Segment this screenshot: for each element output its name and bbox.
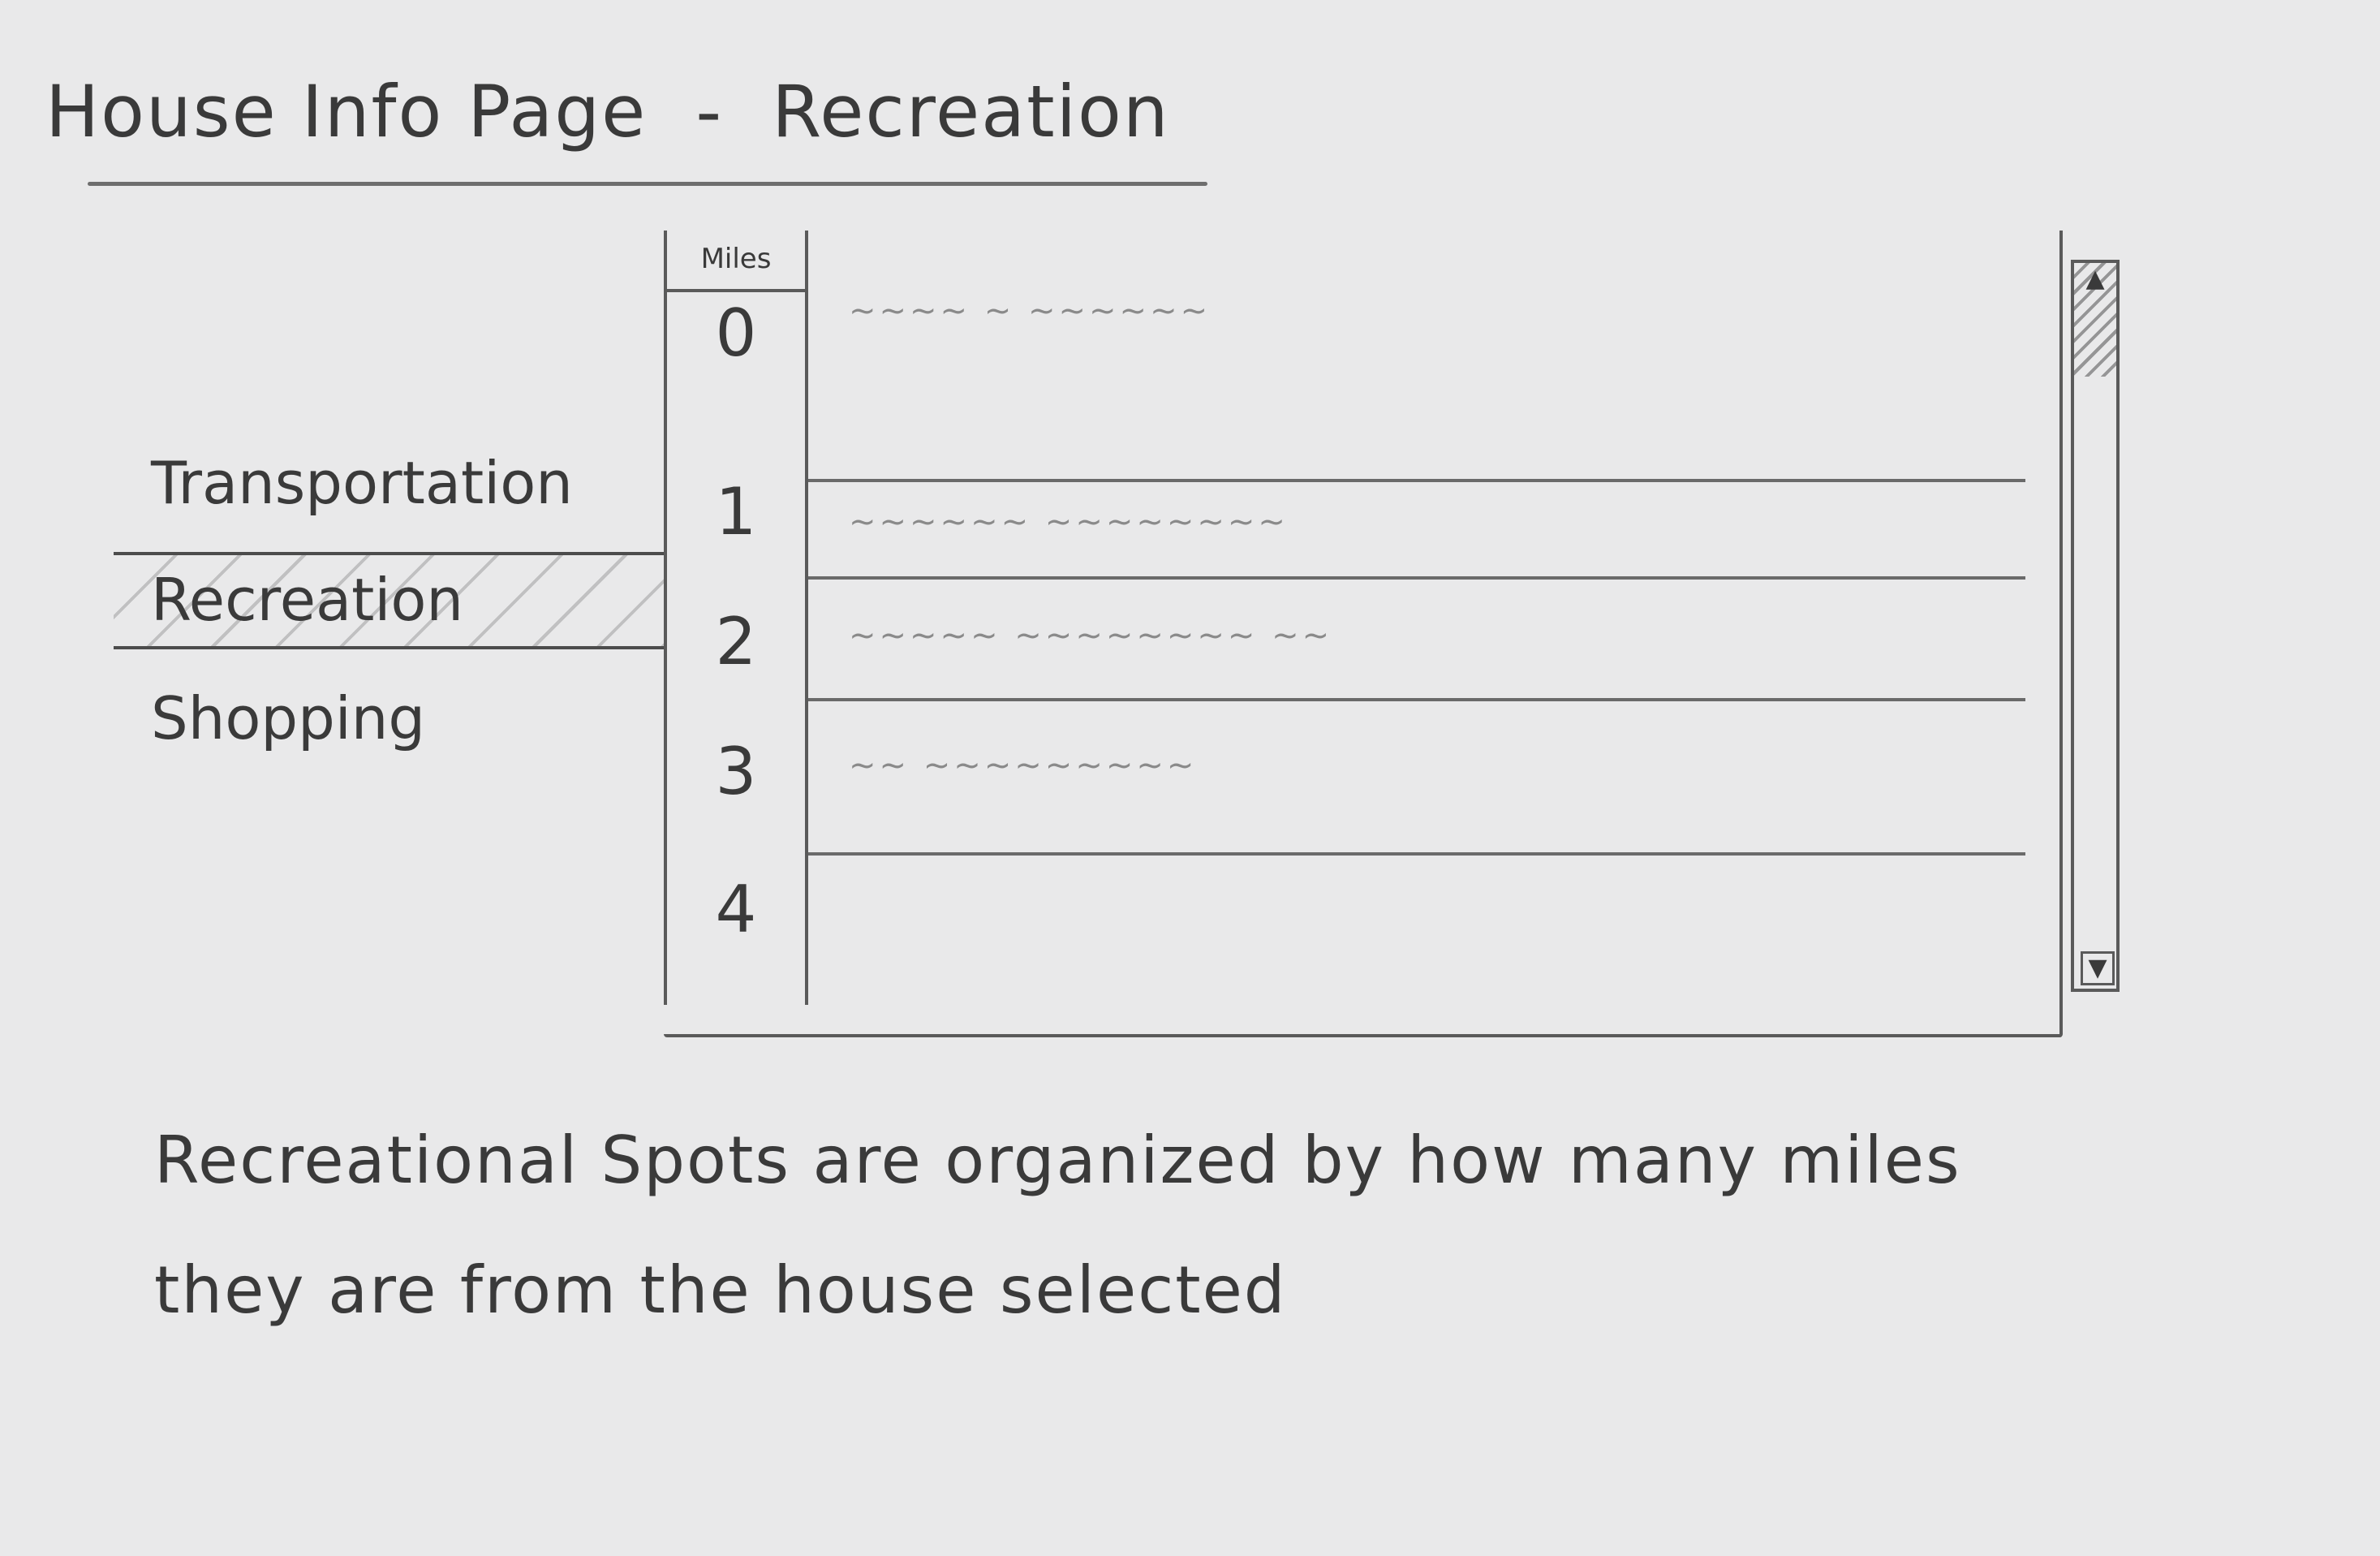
row-divider [808,479,2025,482]
nav-item-transportation[interactable]: Transportation [114,438,665,536]
mile-marker-2: 2 [715,604,757,679]
nav-item-shopping[interactable]: Shopping [114,674,665,771]
description-line-1: Recreational Spots are organized by how … [154,1123,1961,1198]
nav-item-label: Transportation [151,449,573,517]
nav-item-label: Shopping [151,684,426,752]
description-line-2: they are from the house selected [154,1252,1287,1328]
title-separator: - [695,70,724,153]
row-divider [808,698,2025,701]
list-item-text: ~~~~ ~ ~~~~~~ [849,292,1212,330]
list-item-text: ~~~~~~ ~~~~~~~~ [849,503,1289,541]
recreation-list-panel [664,231,2063,1037]
mile-marker-3: 3 [715,734,757,809]
row-divider [808,576,2025,580]
mile-marker-4: 4 [715,872,757,947]
nav-item-label: Recreation [151,566,464,634]
mile-marker-0: 0 [715,295,757,371]
list-item-text: ~~ ~~~~~~~~~ [849,747,1198,784]
page-description: Recreational Spots are organized by how … [154,1096,2183,1356]
section-title: Recreation [772,70,1170,153]
miles-column: Miles 0 1 2 3 4 [664,231,808,1005]
arrow-down-icon[interactable]: ▼ [2081,951,2115,985]
title-text: House Info Page [45,70,648,153]
vertical-scrollbar[interactable]: ▲ ▼ [2071,260,2120,992]
scrollbar-thumb[interactable] [2074,263,2116,377]
page-title: House Info Page - Recreation [45,70,1170,153]
title-divider [88,182,1207,186]
mile-marker-1: 1 [715,474,757,550]
miles-column-header: Miles [667,231,805,292]
nav-item-recreation[interactable]: Recreation [114,552,665,649]
row-divider [808,852,2025,856]
list-item-text: ~~~~~ ~~~~~~~~ ~~ [849,617,1333,654]
arrow-up-icon[interactable]: ▲ [2085,265,2105,293]
